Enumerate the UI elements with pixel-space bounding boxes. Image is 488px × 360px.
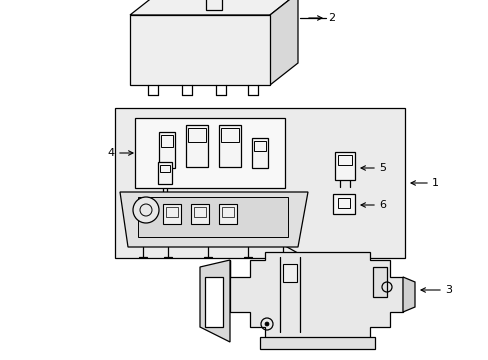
Polygon shape — [200, 260, 229, 342]
Circle shape — [264, 322, 268, 326]
Text: 3: 3 — [444, 285, 451, 295]
Bar — [130, 15, 269, 85]
Bar — [260, 337, 374, 349]
Bar — [138, 197, 287, 237]
Bar — [135, 118, 285, 188]
Polygon shape — [269, 0, 297, 85]
Bar — [191, 204, 208, 224]
Polygon shape — [402, 277, 414, 312]
Bar — [337, 198, 349, 208]
Text: 4: 4 — [108, 148, 115, 158]
Text: 2: 2 — [327, 13, 334, 23]
Bar — [163, 204, 181, 224]
Bar — [283, 264, 296, 282]
Bar — [161, 135, 173, 147]
Bar — [221, 128, 239, 142]
Bar — [205, 0, 222, 10]
Bar — [115, 108, 404, 258]
Polygon shape — [130, 0, 297, 15]
Bar — [194, 207, 205, 217]
Bar — [222, 207, 234, 217]
Bar — [337, 155, 351, 165]
Bar — [185, 125, 207, 167]
Bar — [204, 277, 223, 327]
Bar — [187, 128, 205, 142]
Bar — [219, 204, 237, 224]
Bar — [334, 152, 354, 180]
Polygon shape — [120, 192, 307, 247]
Text: 6: 6 — [378, 200, 385, 210]
Polygon shape — [229, 252, 402, 342]
Bar — [253, 141, 265, 151]
Bar — [332, 194, 354, 214]
Text: 5: 5 — [378, 163, 385, 173]
Bar — [159, 132, 175, 168]
Bar — [165, 207, 178, 217]
Bar — [251, 138, 267, 168]
Bar — [158, 162, 172, 184]
Text: 1: 1 — [431, 178, 438, 188]
Bar — [160, 165, 170, 172]
Circle shape — [133, 197, 159, 223]
Bar — [219, 125, 241, 167]
Bar — [372, 267, 386, 297]
